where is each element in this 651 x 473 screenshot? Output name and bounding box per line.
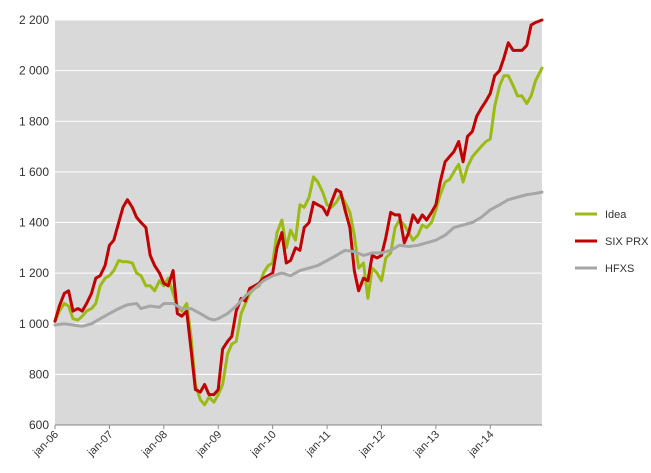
x-tick-label: jan-14 — [466, 429, 497, 460]
x-tick-label: jan-08 — [139, 429, 170, 460]
y-tick-label: 1 600 — [19, 165, 49, 179]
x-tick-label: jan-06 — [30, 429, 61, 460]
y-tick-label: 1 200 — [19, 266, 49, 280]
y-tick-label: 1 800 — [19, 114, 49, 128]
legend-label: HFXS — [605, 263, 634, 275]
x-tick-label: jan-11 — [303, 429, 333, 459]
y-tick-label: 1 000 — [19, 317, 49, 331]
x-tick-label: jan-10 — [248, 429, 279, 460]
series-lines — [53, 18, 544, 407]
legend-label: Idea — [605, 209, 627, 221]
y-tick-label: 800 — [29, 367, 49, 381]
x-tick-label: jan-13 — [411, 429, 442, 460]
x-axis: jan-06 jan-07 jan-08 jan-09 jan-10 jan-11 jan-… — [30, 424, 542, 460]
series-line-idea — [53, 66, 544, 407]
legend-label: SIX PRX — [605, 236, 649, 248]
x-tick-label: jan-07 — [85, 429, 116, 460]
x-tick-label: jan-09 — [194, 429, 225, 460]
y-tick-label: 2 000 — [19, 64, 49, 78]
x-tick-label: jan-12 — [357, 429, 388, 460]
y-tick-label: 600 — [29, 418, 49, 432]
legend: Idea SIX PRX HFXS — [575, 209, 649, 275]
y-tick-label: 1 400 — [19, 216, 49, 230]
y-tick-label: 2 200 — [19, 13, 49, 27]
series-line-six-prx — [53, 18, 544, 397]
y-axis: 600 800 1 000 1 200 1 400 1 600 1 800 2 000 2 20… — [19, 13, 49, 432]
series-line-hfxs — [53, 190, 544, 328]
